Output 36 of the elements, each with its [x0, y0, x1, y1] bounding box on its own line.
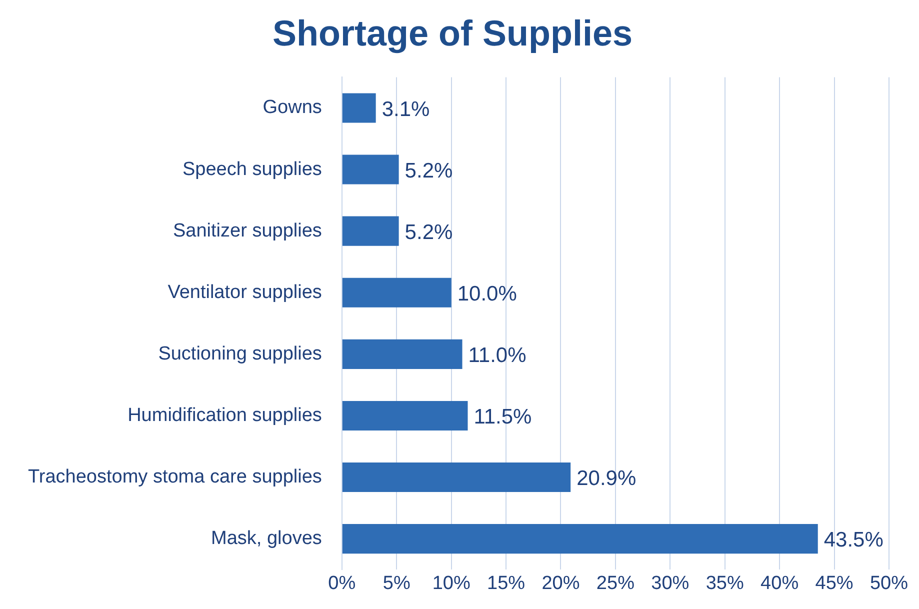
data-label: 11.5%: [474, 406, 532, 429]
y-tick-label: Sanitizer supplies: [172, 220, 322, 242]
x-tick-label: 20%: [542, 573, 580, 594]
data-label: 11.0%: [468, 344, 526, 367]
data-label: 43.5%: [824, 528, 884, 552]
x-tick-label: 35%: [706, 573, 744, 594]
y-tick-label: Tracheostomy stoma care supplies: [28, 466, 322, 488]
data-label: 3.1%: [382, 98, 430, 121]
x-tick-label: 10%: [432, 573, 470, 594]
x-tick-label: 25%: [596, 573, 635, 594]
bar: [342, 524, 818, 554]
data-label: 10.0%: [457, 282, 517, 306]
bar: [342, 154, 399, 184]
x-tick-label: 45%: [815, 573, 854, 594]
y-tick-label: Gowns: [262, 97, 322, 118]
y-tick-label: Suctioning supplies: [158, 343, 322, 364]
x-tick-label: 5%: [382, 573, 410, 594]
x-tick-label: 40%: [760, 573, 799, 594]
y-tick-label: Mask, gloves: [211, 528, 322, 550]
bar: [342, 216, 399, 246]
bar: [342, 462, 571, 492]
y-tick-label: Humidification supplies: [128, 404, 322, 426]
bar: [342, 93, 376, 123]
x-tick-label: 0%: [328, 573, 356, 594]
data-label: 5.2%: [404, 220, 453, 244]
x-tick-label: 50%: [870, 573, 908, 594]
y-tick-label: Ventilator supplies: [168, 282, 322, 303]
x-tick-label: 15%: [487, 573, 526, 594]
data-label: 5.2%: [404, 159, 453, 182]
y-tick-label: Speech supplies: [182, 158, 322, 180]
bar: [342, 339, 462, 369]
bar: [342, 400, 468, 430]
data-label: 20.9%: [576, 467, 636, 490]
chart-title: Shortage of Supplies: [272, 12, 633, 54]
bar: [342, 278, 452, 308]
x-tick-label: 30%: [651, 573, 690, 594]
